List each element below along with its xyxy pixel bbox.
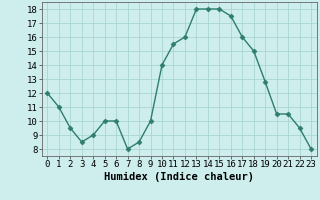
X-axis label: Humidex (Indice chaleur): Humidex (Indice chaleur) bbox=[104, 172, 254, 182]
